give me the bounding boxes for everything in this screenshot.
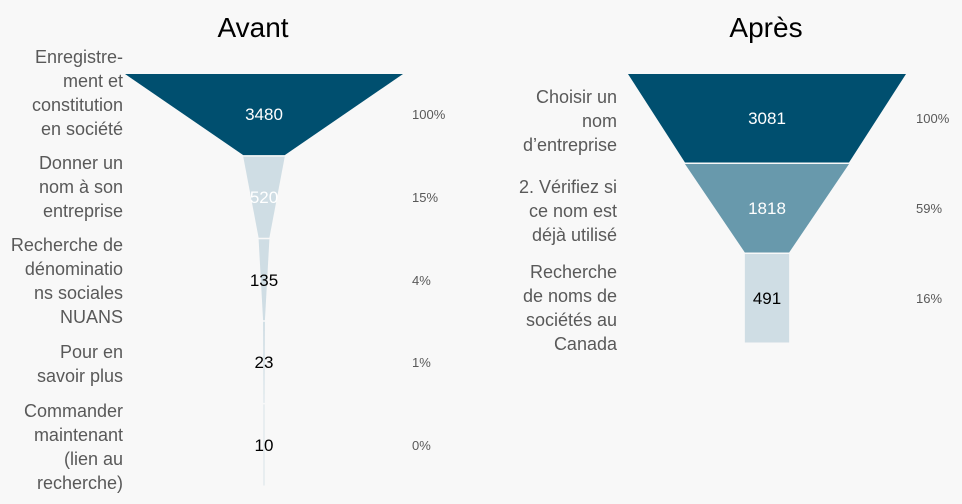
value-label: 1818 xyxy=(748,199,786,218)
chart-title: Avant xyxy=(217,12,289,43)
chart-title: Après xyxy=(729,12,803,43)
funnel-svg xyxy=(125,74,403,486)
value-label: 3480 xyxy=(245,105,283,125)
funnel-segment xyxy=(263,404,265,486)
value-label: 135 xyxy=(249,270,279,290)
funnel-segment xyxy=(744,254,790,343)
category-label: Pour en savoir plus xyxy=(36,342,123,386)
funnel-chart-avant: Avant 3480 100% Enregistre- ment et consti… xyxy=(10,12,446,493)
category-label: Commander maintenant (lien au recherche) xyxy=(23,401,123,493)
category-label: Recherche de noms de sociétés au Canada xyxy=(522,262,617,354)
funnel-segment xyxy=(125,74,403,156)
funnel-segment xyxy=(684,164,850,253)
value-label: 520 xyxy=(249,187,279,207)
value-label: 10 xyxy=(254,435,274,455)
value-label: 491 xyxy=(752,289,782,308)
percentage-label: 59% xyxy=(916,201,943,216)
category-label: Recherche de dénominatio ns sociales NUA… xyxy=(10,235,123,327)
percentage-label: 16% xyxy=(916,291,943,306)
category-label: Donner un nom à son entreprise xyxy=(38,153,123,221)
category-label: 2. Vérifiez si ce nom est déjà utilisé xyxy=(518,177,617,245)
percentage-label: 0% xyxy=(412,437,431,453)
percentage-label: 100% xyxy=(916,111,950,126)
percentage-label: 1% xyxy=(412,355,431,371)
funnel-segment xyxy=(628,74,906,163)
funnel-segment xyxy=(243,156,285,238)
category-label: Enregistre- ment et constitution en soci… xyxy=(31,46,123,139)
funnel-chart-apres: Après 3081 100% Choisir un nom d’entrepris… xyxy=(481,0,962,504)
percentage-label: 4% xyxy=(412,272,431,288)
funnel-segment xyxy=(258,239,270,321)
value-label: 23 xyxy=(254,353,274,373)
funnel-svg xyxy=(628,74,906,343)
percentage-label: 100% xyxy=(412,107,446,123)
category-label: Choisir un nom d’entreprise xyxy=(522,86,617,155)
funnel-segment xyxy=(263,321,265,403)
percentage-label: 15% xyxy=(412,189,439,205)
value-label: 3081 xyxy=(748,109,786,128)
